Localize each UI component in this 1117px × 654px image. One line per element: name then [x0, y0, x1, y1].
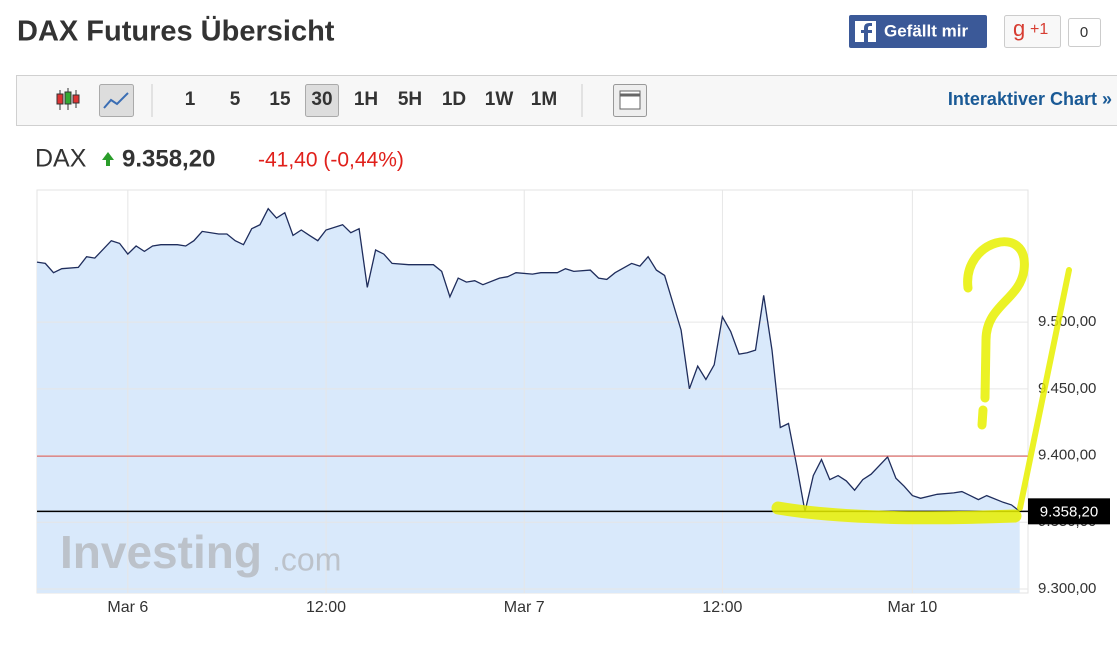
line-icon-active[interactable]: [100, 85, 134, 117]
current-price-label: 9.358,20: [1040, 503, 1098, 520]
y-tick-label: 9.300,00: [1038, 580, 1096, 597]
y-tick-label: 9.400,00: [1038, 447, 1096, 464]
watermark: Investing: [60, 526, 262, 578]
quote-price: 9.358,20: [122, 145, 215, 172]
interactive-link[interactable]: Interaktiver Chart »: [948, 89, 1112, 109]
x-tick-label: 12:00: [702, 599, 742, 616]
timeframe[interactable]: 5: [230, 89, 241, 110]
x-tick-label: Mar 7: [504, 599, 545, 616]
timeframe[interactable]: 1: [185, 89, 196, 110]
gplus-button[interactable]: g +1: [1005, 16, 1061, 48]
x-tick-label: 12:00: [306, 599, 346, 616]
y-tick-label: 9.500,00: [1038, 313, 1096, 330]
timeframe[interactable]: 30: [311, 89, 332, 110]
like-button[interactable]: Gefällt mir: [849, 15, 987, 48]
timeframe[interactable]: 1M: [531, 89, 557, 110]
x-tick-label: Mar 10: [887, 599, 937, 616]
gplus-label: +1: [1030, 21, 1048, 38]
timeframe[interactable]: 1W: [485, 89, 514, 110]
timeframe[interactable]: 15: [269, 89, 291, 110]
gplus-icon: g: [1013, 16, 1025, 41]
watermark: .com: [272, 541, 341, 577]
like-label: Gefällt mir: [884, 21, 968, 40]
page-bottom: [0, 614, 1117, 649]
quote-change: -41,40 (-0,44%): [258, 149, 404, 172]
up-arrow: [102, 152, 114, 166]
x-tick-label: Mar 6: [107, 599, 148, 616]
timeframe[interactable]: 1H: [354, 89, 378, 110]
candle-icon[interactable]: [57, 88, 79, 110]
gplus-count: 0: [1080, 24, 1088, 41]
timeframe[interactable]: 1D: [442, 89, 466, 110]
quote-symbol: DAX: [35, 145, 87, 173]
timeframe[interactable]: 5H: [398, 89, 422, 110]
page-title: DAX Futures Übersicht: [17, 15, 335, 48]
